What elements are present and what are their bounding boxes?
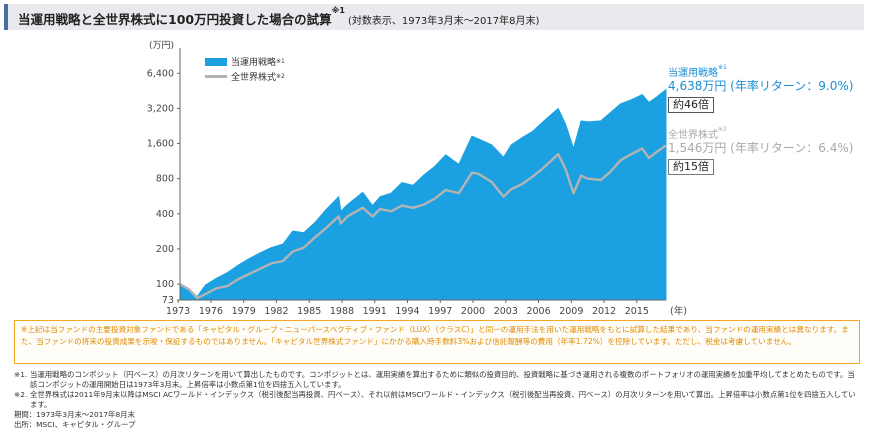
title-bar: 当運用戦略と全世界株式に100万円投資した場合の試算※1(対数表示、1973年3… <box>4 4 864 30</box>
x-tick-label: 1988 <box>330 306 354 317</box>
y-tick-label: 73 <box>162 295 174 306</box>
annotation-main-value: 4,638万円 (年率リターン：9.0%) <box>668 79 854 93</box>
legend-swatch-world <box>205 75 227 78</box>
annotation-world-name: 全世界株式 <box>668 130 718 141</box>
x-tick-label: 2015 <box>625 306 649 317</box>
annotation-world-multiple: 約15倍 <box>668 159 714 175</box>
title-footnote-mark: ※1 <box>331 6 345 15</box>
annotation-main-name: 当運用戦略 <box>668 68 718 79</box>
footnote-1: ※1. 当運用戦略のコンポジット（円ベース）の月次リターンを用いて算出したものです… <box>14 370 860 390</box>
x-tick-label: 1973 <box>166 306 190 317</box>
x-axis-suffix: (年) <box>670 305 687 317</box>
x-tick-label: 1991 <box>363 306 387 317</box>
chart-subtitle: (対数表示、1973年3月末〜2017年8月末) <box>347 16 540 27</box>
legend-swatch-main <box>205 57 227 66</box>
x-tick-label: 1976 <box>199 306 223 317</box>
legend-label-main: 当運用戦略 <box>231 58 277 68</box>
y-tick-label: 400 <box>156 209 174 220</box>
annotation-world: 全世界株式※2 1,546万円 (年率リターン：6.4%) 約15倍 <box>668 126 853 175</box>
annotation-world-sup: ※2 <box>718 126 727 133</box>
y-tick-label: 200 <box>156 244 174 255</box>
chart-legend: 当運用戦略 ※1 全世界株式 ※2 <box>205 54 285 84</box>
x-tick-label: 2012 <box>592 306 616 317</box>
legend-item-world: 全世界株式 ※2 <box>205 69 285 84</box>
annotation-world-value: 1,546万円 (年率リターン：6.4%) <box>668 141 854 155</box>
series-area-main <box>179 88 667 301</box>
x-tick-label: 1994 <box>395 306 419 317</box>
source-note: 出所：MSCI、キャピタル・グループ <box>14 420 136 429</box>
annotation-main-sup: ※1 <box>718 64 727 71</box>
x-tick-label: 2003 <box>494 306 518 317</box>
x-tick-label: 2000 <box>461 306 485 317</box>
footnote-2-text: 全世界株式は2011年9月末以降はMSCI ACワールド・インデックス（税引後配… <box>30 390 856 409</box>
legend-sup-main: ※1 <box>276 58 285 65</box>
footnotes: ※1. 当運用戦略のコンポジット（円ベース）の月次リターンを用いて算出したものです… <box>14 370 860 430</box>
legend-label-world: 全世界株式 <box>231 73 277 83</box>
y-tick-label: 6,400 <box>147 68 174 79</box>
x-tick-label: 1979 <box>232 306 256 317</box>
disclaimer-notice: ※上記は当ファンドの主要投資対象ファンドである「キャピタル・グループ・ニューパー… <box>14 320 860 364</box>
series-line-world <box>179 144 667 300</box>
annotation-main: 当運用戦略※1 4,638万円 (年率リターン：9.0%) 約46倍 <box>668 64 853 113</box>
y-tick-label: 1,600 <box>147 139 174 150</box>
x-tick-label: 2009 <box>559 306 583 317</box>
footnote-2: ※2. 全世界株式は2011年9月末以降はMSCI ACワールド・インデックス（税… <box>14 390 860 410</box>
x-tick-label: 1997 <box>428 306 452 317</box>
chart: 73 100 200 400 800 1,600 3,200 6,400 (万円) 1973 197… <box>147 40 687 317</box>
y-tick-label: 100 <box>156 279 174 290</box>
legend-item-main: 当運用戦略 ※1 <box>205 54 285 69</box>
footnote-1-text: 当運用戦略のコンポジット（円ベース）の月次リターンを用いて算出したものです。コン… <box>30 370 855 389</box>
footnote-1-mark: ※1. <box>14 370 28 379</box>
x-tick-label: 2006 <box>526 306 550 317</box>
y-tick-label: 3,200 <box>147 103 174 114</box>
y-tick-label: 800 <box>156 174 174 185</box>
x-tick-label: 1982 <box>264 306 288 317</box>
x-tick-label: 1985 <box>297 306 321 317</box>
footnote-2-mark: ※2. <box>14 390 28 399</box>
chart-title: 当運用戦略と全世界株式に100万円投資した場合の試算※1(対数表示、1973年3… <box>18 6 540 27</box>
annotation-main-multiple: 約46倍 <box>668 97 714 113</box>
period-note: 期間：1973年3月末〜2017年8月末 <box>14 410 135 419</box>
y-unit-label: (万円) <box>149 40 174 51</box>
legend-sup-world: ※2 <box>276 73 285 80</box>
